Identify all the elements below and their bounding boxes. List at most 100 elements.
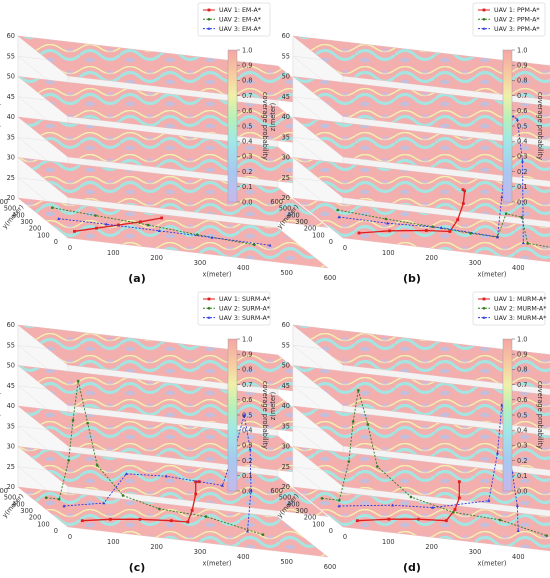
panel-caption: (d)	[403, 561, 421, 574]
legend-box	[197, 2, 271, 37]
uav-2-point	[71, 419, 75, 422]
colorbar-tick-label: 0.9	[242, 62, 253, 70]
uav-1-point	[194, 480, 198, 484]
x-tick-label: 100	[107, 249, 120, 257]
colorbar-tick-label: 1.0	[517, 46, 528, 54]
uav-3-point	[246, 529, 249, 533]
colorbar-tick-label: 0.1	[242, 472, 253, 480]
z-tick-label: 20	[7, 483, 15, 491]
z-tick-label: 35	[282, 422, 290, 430]
coverage-layer	[17, 35, 329, 107]
z-tick-label: 40	[282, 402, 290, 410]
uav-3-point	[521, 241, 525, 245]
legend-entry-uav-1: UAV 1: MURM-A*	[494, 296, 546, 303]
colorbar-tick-label: 0.6	[517, 107, 528, 115]
uav-2-point	[86, 421, 89, 425]
x-tick-label: 300	[469, 259, 482, 267]
x-tick-label: 600	[324, 563, 337, 571]
colorbar-tick-label: 0.2	[242, 168, 253, 176]
uav-3-point	[57, 217, 61, 220]
uav-1-point	[355, 519, 359, 523]
z-tick-label: 35	[7, 133, 15, 141]
uav-2-point	[526, 242, 529, 245]
legend-entry-uav-3: UAV 3: PPM-A*	[494, 26, 540, 33]
legend-marker	[207, 297, 211, 301]
panel-c: 202530354045505560z(meter)01002003004005…	[0, 291, 337, 574]
colorbar-tick-label: 0.9	[517, 351, 528, 359]
z-tick-label: 55	[7, 52, 15, 60]
coverage-layer	[292, 157, 550, 222]
z-tick-label: 50	[7, 362, 15, 370]
uav-3-point	[431, 505, 435, 509]
uav-3-point	[516, 529, 520, 532]
uav-2-point	[384, 217, 388, 221]
uav-2-point	[320, 497, 324, 500]
z-tick-label: 20	[282, 194, 290, 202]
y-tick-label: 400	[287, 500, 300, 508]
uav-3-point	[496, 451, 499, 455]
coverage-layer	[17, 157, 329, 228]
trajectory-uav-3	[338, 115, 524, 243]
uav-3-point	[521, 159, 524, 163]
uav-3-point	[157, 229, 161, 233]
coverage-layer	[292, 365, 550, 430]
coverage-layer	[292, 116, 550, 182]
uav-1-point	[169, 519, 173, 523]
z-tick-label: 20	[282, 483, 290, 491]
x-tick-label: 200	[425, 543, 438, 551]
legend-marker	[482, 8, 486, 12]
uav-1-point	[457, 496, 461, 500]
uav-1-point	[138, 517, 142, 521]
colorbar-tick-label: 0.4	[517, 427, 528, 435]
x-tick-label: 0	[68, 244, 72, 252]
z-tick-label: 30	[282, 154, 290, 162]
z-tick-label: 20	[7, 194, 15, 202]
colorbar-tick-label: 0.3	[517, 153, 528, 161]
colorbar-tick-label: 0.8	[517, 366, 528, 374]
z-tick-label: 45	[7, 382, 15, 390]
uav-1-point	[417, 517, 420, 521]
uav-1-point	[357, 231, 361, 235]
uav-3-point	[124, 472, 128, 476]
uav-3-point	[500, 403, 504, 407]
x-tick-label: 100	[382, 249, 395, 257]
coverage-layer	[292, 35, 550, 101]
uav-3-point	[210, 235, 214, 239]
colorbar	[502, 338, 513, 492]
y-tick-label: 400	[287, 211, 300, 219]
y-tick-label: 500	[279, 205, 292, 213]
legend-marker	[482, 27, 486, 30]
legend-entry-uav-2: UAV 2: MURM-A*	[494, 306, 546, 313]
panel-caption: (b)	[403, 272, 421, 285]
colorbar-tick-label: 0.3	[242, 153, 253, 161]
colorbar-tick-label: 0.0	[517, 487, 528, 495]
colorbar-label: coverage probability	[536, 381, 544, 449]
colorbar-tick-label: 0.2	[242, 457, 253, 465]
uav-1-point	[80, 519, 84, 523]
uav-2-point	[338, 499, 341, 502]
legend-box	[472, 291, 546, 326]
z-axis-label: z(meter)	[0, 392, 2, 420]
uav-2-point	[409, 495, 413, 499]
y-tick-label: 100	[37, 231, 50, 239]
x-tick-label: 0	[343, 533, 347, 541]
x-tick-label: 200	[150, 543, 163, 551]
uav-3-point	[242, 413, 246, 417]
uav-1-point	[453, 508, 457, 511]
legend-entry-uav-2: UAV 2: EM-A*	[219, 17, 261, 24]
colorbar-tick-label: 0.5	[517, 411, 528, 419]
uav-2-point	[67, 459, 70, 462]
uav-3-point	[337, 215, 341, 219]
z-axis-label: z(meter)	[269, 392, 277, 420]
colorbar	[227, 49, 238, 203]
y-tick-label: 300	[295, 507, 308, 515]
z-tick-label: 25	[282, 463, 290, 471]
uav-2-point	[261, 533, 265, 536]
uav-2-point	[95, 464, 99, 467]
uav-3-point	[164, 474, 168, 478]
legend: UAV 1: PPM-A* UAV 2: PPM-A* UAV 3: PPM-A*	[472, 2, 546, 37]
panel-d: 202530354045505560z(meter)01002003004005…	[269, 291, 550, 574]
x-tick-label: 100	[107, 538, 120, 546]
colorbar-tick-label: 0.6	[517, 396, 528, 404]
z-tick-label: 30	[7, 443, 15, 451]
